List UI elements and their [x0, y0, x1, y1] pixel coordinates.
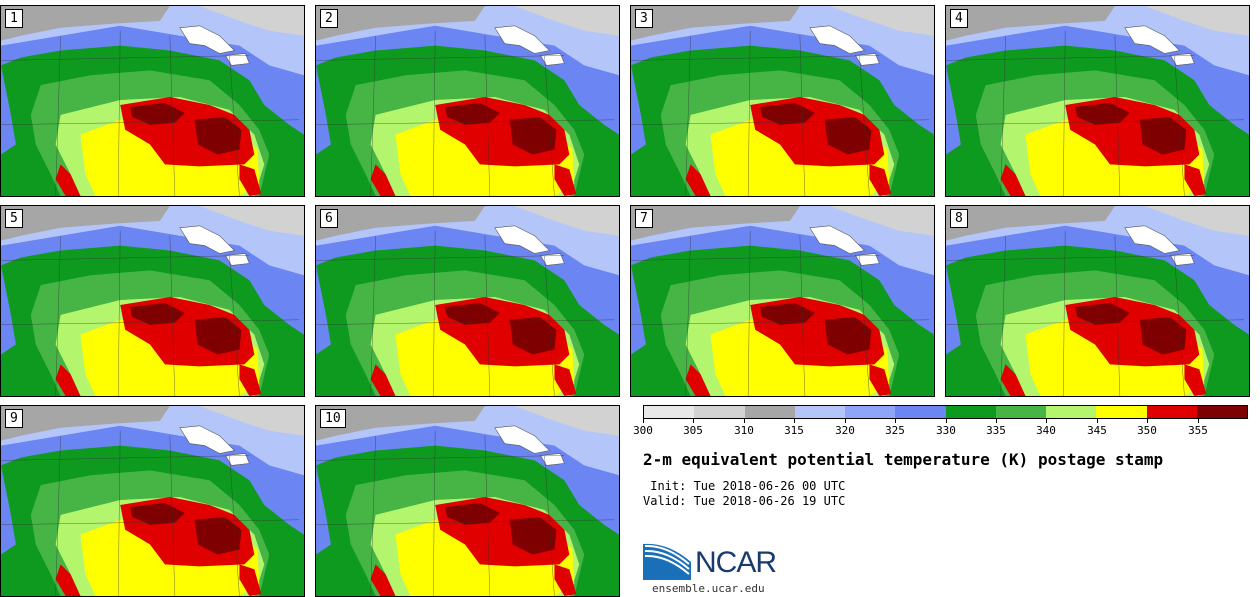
map-panel: 2: [315, 5, 620, 197]
tick-mark: [946, 419, 947, 423]
colorbar-segment: [744, 406, 795, 418]
tick-label: 310: [734, 424, 754, 437]
colorbar-segment: [895, 406, 946, 418]
map-image: [631, 206, 934, 396]
map-panel: 10: [315, 405, 620, 597]
tick-label: 345: [1087, 424, 1107, 437]
map-image: [316, 6, 619, 196]
tick-mark: [1046, 419, 1047, 423]
map-image: [1, 206, 304, 396]
tick-mark: [996, 419, 997, 423]
map-panel: 6: [315, 205, 620, 397]
init-time: Init: Tue 2018-06-26 00 UTC: [643, 479, 846, 493]
map-panel: 3: [630, 5, 935, 197]
map-panel: 1: [0, 5, 305, 197]
tick-mark: [693, 419, 694, 423]
map-image: [1, 406, 304, 596]
panel-number-label: 5: [5, 209, 23, 228]
map-panel: 7: [630, 205, 935, 397]
map-image: [946, 206, 1249, 396]
colorbar-segment: [794, 406, 845, 418]
tick-label: 315: [784, 424, 804, 437]
map-image: [946, 6, 1249, 196]
panel-number-label: 9: [5, 409, 23, 428]
figure-title: 2-m equivalent potential temperature (K)…: [643, 450, 1164, 469]
colorbar-segment: [845, 406, 896, 418]
map-panel: 9: [0, 405, 305, 597]
panel-number-label: 7: [635, 209, 653, 228]
tick-mark: [794, 419, 795, 423]
colorbar-segment: [694, 406, 745, 418]
tick-mark: [643, 419, 644, 423]
tick-mark: [895, 419, 896, 423]
tick-mark: [1147, 419, 1148, 423]
panel-number-label: 10: [320, 409, 346, 428]
map-panel: 4: [945, 5, 1250, 197]
colorbar-segment: [1146, 406, 1197, 418]
tick-label: 355: [1188, 424, 1208, 437]
panel-number-label: 8: [950, 209, 968, 228]
map-image: [631, 6, 934, 196]
site-url: ensemble.ucar.edu: [652, 582, 765, 595]
tick-mark: [1097, 419, 1098, 423]
ncar-logo-icon: [643, 543, 691, 580]
colorbar-segment: [1096, 406, 1147, 418]
map-image: [1, 6, 304, 196]
colorbar-segment: [995, 406, 1046, 418]
tick-mark: [1198, 419, 1199, 423]
tick-label: 350: [1137, 424, 1157, 437]
tick-label: 335: [986, 424, 1006, 437]
tick-label: 320: [835, 424, 855, 437]
panel-number-label: 4: [950, 9, 968, 28]
colorbar-segment: [945, 406, 996, 418]
tick-label: 330: [936, 424, 956, 437]
panel-number-label: 2: [320, 9, 338, 28]
map-panel: 5: [0, 205, 305, 397]
colorbar-ticks: 300 305 310 315 320 325 330 335 340 345 350 355: [633, 419, 1248, 439]
tick-label: 300: [633, 424, 653, 437]
colorbar-segment: [1046, 406, 1097, 418]
panel-number-label: 6: [320, 209, 338, 228]
map-image: [316, 206, 619, 396]
panel-number-label: 1: [5, 9, 23, 28]
tick-label: 340: [1036, 424, 1056, 437]
ncar-logo-text: NCAR: [695, 546, 777, 579]
colorbar-segment: [1196, 406, 1247, 418]
colorbar: [643, 405, 1248, 419]
map-image: [316, 406, 619, 596]
valid-time: Valid: Tue 2018-06-26 19 UTC: [643, 494, 846, 508]
tick-mark: [845, 419, 846, 423]
tick-mark: [744, 419, 745, 423]
tick-label: 305: [683, 424, 703, 437]
colorbar-segment: [644, 406, 695, 418]
map-panel: 8: [945, 205, 1250, 397]
panel-number-label: 3: [635, 9, 653, 28]
tick-label: 325: [885, 424, 905, 437]
